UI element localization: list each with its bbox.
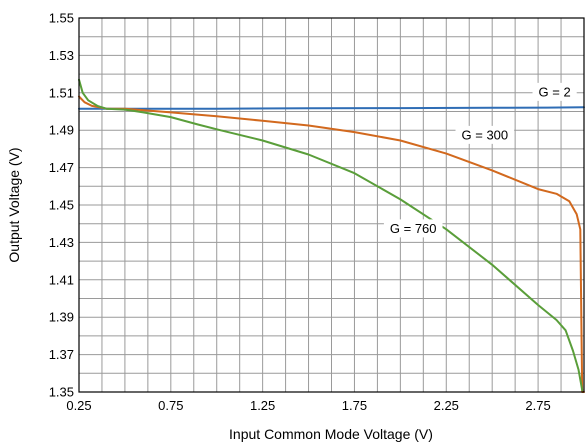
series-line-1 — [78, 106, 585, 110]
series-label-text: G = 300 — [462, 127, 509, 142]
y-tick-label: 1.47 — [49, 160, 74, 175]
y-tick-label: 1.35 — [49, 385, 74, 400]
y-tick-label: 1.51 — [49, 85, 74, 100]
series-labels: G = 2 G = 300 G = 760 — [383, 82, 577, 238]
y-tick-label: 1.45 — [49, 198, 74, 213]
y-tick-label: 1.53 — [49, 48, 74, 63]
series-label-background — [383, 219, 443, 238]
x-tick-label: 2.75 — [525, 398, 550, 413]
x-tick-label: 1.75 — [342, 398, 367, 413]
y-tick-label: 1.39 — [49, 310, 74, 325]
grid — [79, 18, 584, 392]
x-tick-label: 1.25 — [250, 398, 275, 413]
series-label-1: G = 2 — [532, 82, 577, 101]
series-label-background — [455, 125, 515, 144]
series-line-3 — [78, 78, 584, 392]
series-group — [78, 78, 585, 393]
plot-frame — [78, 17, 585, 393]
x-tick-labels: 0.25 0.75 1.25 1.75 2.25 2.75 — [66, 398, 550, 413]
x-tick-label: 0.75 — [158, 398, 183, 413]
y-axis-title: Output Voltage (V) — [6, 147, 22, 262]
series-label-text: G = 2 — [539, 84, 571, 99]
y-tick-label: 1.37 — [49, 347, 74, 362]
series-label-3: G = 760 — [383, 219, 443, 238]
y-tick-label: 1.55 — [49, 11, 74, 26]
x-tick-label: 2.25 — [434, 398, 459, 413]
series-label-2: G = 300 — [455, 125, 515, 144]
x-tick-label: 0.25 — [66, 398, 91, 413]
series-label-text: G = 760 — [390, 221, 437, 236]
y-tick-labels: 1.35 1.37 1.39 1.41 1.43 1.45 1.47 1.49 1.51 1.53… — [49, 11, 74, 400]
y-tick-label: 1.49 — [49, 123, 74, 138]
x-axis-title: Input Common Mode Voltage (V) — [229, 426, 433, 442]
series-label-background — [532, 82, 577, 101]
y-tick-label: 1.43 — [49, 235, 74, 250]
y-tick-label: 1.41 — [49, 272, 74, 287]
